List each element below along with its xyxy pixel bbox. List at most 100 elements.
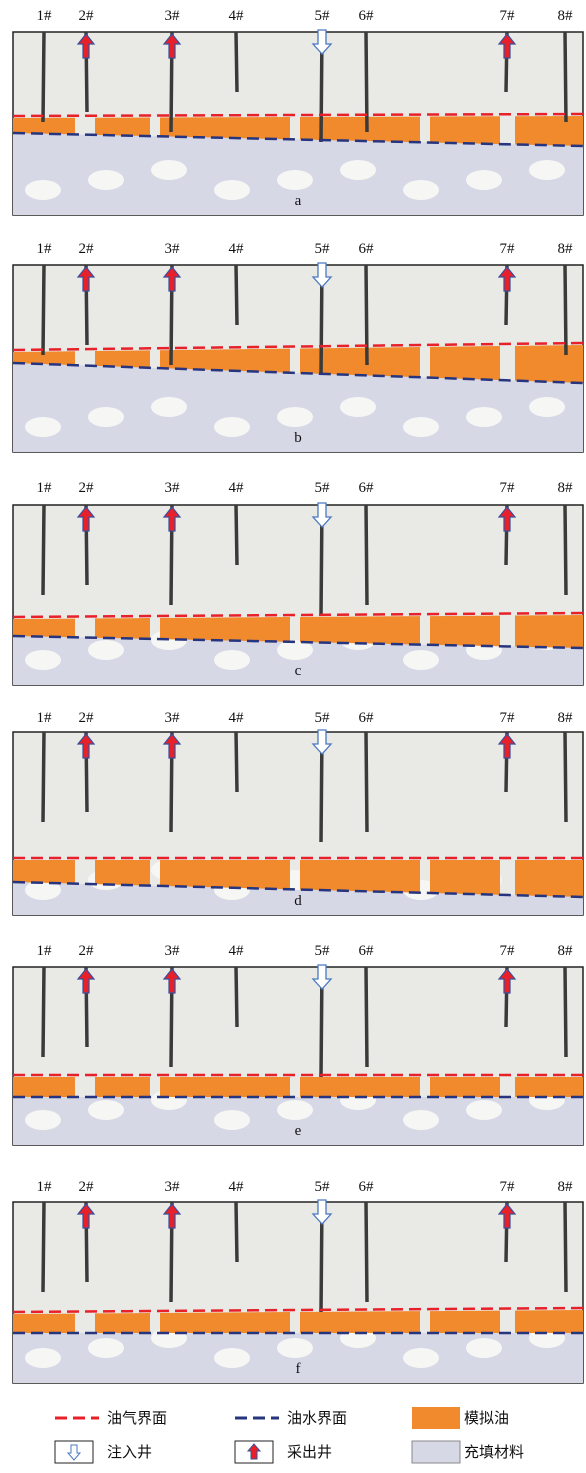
producer-arrow <box>162 968 182 994</box>
well-label: 5# <box>315 241 331 257</box>
well-label: 4# <box>229 1179 245 1195</box>
well-label: 6# <box>359 8 375 24</box>
producer-arrow <box>497 506 517 532</box>
gas-oil-contact <box>12 611 584 619</box>
white-patch <box>25 417 61 437</box>
gas-oil-contact <box>12 341 584 352</box>
well-label: 8# <box>558 1179 574 1195</box>
white-patch <box>466 407 502 427</box>
injector-arrow <box>311 1199 333 1225</box>
producer-arrow <box>76 1203 96 1229</box>
white-patch <box>25 180 61 200</box>
oil-zone <box>160 1077 290 1097</box>
white-patch <box>88 1338 124 1358</box>
panel: 1# 2# 3# 4# 5# 6# 7# 8# d <box>12 710 584 916</box>
well <box>563 966 568 1058</box>
oil-zone <box>95 350 150 368</box>
well <box>41 504 46 596</box>
white-patch <box>529 160 565 180</box>
well-label: 1# <box>37 241 53 257</box>
well-label: 5# <box>315 943 331 959</box>
well <box>364 966 369 1068</box>
well <box>563 31 568 123</box>
well-label: 3# <box>165 241 181 257</box>
producer-arrow <box>162 1203 182 1229</box>
oil-zone <box>430 860 500 895</box>
oil-zone <box>300 1077 420 1097</box>
filling-material <box>13 1333 583 1383</box>
well-label: 4# <box>229 943 245 959</box>
well <box>234 504 239 566</box>
panel-label: a <box>295 193 302 209</box>
well <box>563 1201 568 1293</box>
injector-arrow <box>311 964 333 990</box>
white-patch <box>403 1110 439 1130</box>
gas-oil-contact <box>12 1306 584 1314</box>
well <box>41 731 46 823</box>
oil-zone <box>515 860 583 897</box>
well-label: 5# <box>315 710 331 726</box>
white-patch <box>340 397 376 417</box>
well <box>364 31 369 133</box>
well-label: 4# <box>229 480 245 496</box>
oil-zone <box>430 1077 500 1097</box>
well-label: 1# <box>37 1179 53 1195</box>
well <box>364 731 369 833</box>
well <box>234 31 239 93</box>
well-label: 6# <box>359 480 375 496</box>
gas-oil-contact <box>12 112 584 118</box>
oil-zone <box>430 116 500 145</box>
oil-zone <box>13 860 75 884</box>
well <box>41 31 46 123</box>
well-label: 2# <box>79 241 95 257</box>
well-label: 5# <box>315 8 331 24</box>
filling-material <box>13 636 583 685</box>
white-patch <box>214 1110 250 1130</box>
oil-zone <box>515 615 583 648</box>
legend-oil <box>412 1407 460 1429</box>
oil-water-contact <box>12 131 584 148</box>
white-patch <box>214 417 250 437</box>
white-patch <box>88 170 124 190</box>
oil-water-contact <box>12 880 584 899</box>
well-label: 5# <box>315 480 331 496</box>
filling-material <box>13 882 583 915</box>
injector-arrow <box>311 729 333 755</box>
producer-arrow <box>162 33 182 59</box>
white-patch <box>151 160 187 180</box>
producer-arrow <box>76 968 96 994</box>
white-patch <box>277 640 313 660</box>
oil-zone <box>13 351 75 366</box>
white-patch <box>277 407 313 427</box>
well-label: 7# <box>500 8 516 24</box>
producer-arrow <box>162 506 182 532</box>
well-label: 6# <box>359 943 375 959</box>
well-label: 8# <box>558 8 574 24</box>
white-patch <box>466 170 502 190</box>
white-patch <box>214 180 250 200</box>
legend-label: 油水界面 <box>287 1409 347 1427</box>
white-patch <box>466 1338 502 1358</box>
panel: 1# 2# 3# 4# 5# 6# 7# 8# c <box>12 480 584 686</box>
white-patch <box>403 180 439 200</box>
panel-label: c <box>295 663 302 679</box>
well-label: 2# <box>79 710 95 726</box>
well-label: 6# <box>359 241 375 257</box>
oil-zone <box>160 1312 290 1333</box>
well-label: 7# <box>500 1179 516 1195</box>
producer-arrow <box>497 733 517 759</box>
white-patch <box>151 397 187 417</box>
well <box>234 731 239 793</box>
producer-arrow <box>497 1203 517 1229</box>
well <box>234 1201 239 1263</box>
filling-material <box>13 1097 583 1145</box>
white-patch <box>277 1338 313 1358</box>
oil-zone <box>13 1313 75 1333</box>
well-label: 5# <box>315 1179 331 1195</box>
oil-zone <box>300 616 420 645</box>
panel-label: b <box>294 430 302 446</box>
well <box>563 504 568 596</box>
legend-label: 油气界面 <box>107 1409 167 1427</box>
white-patch <box>403 417 439 437</box>
